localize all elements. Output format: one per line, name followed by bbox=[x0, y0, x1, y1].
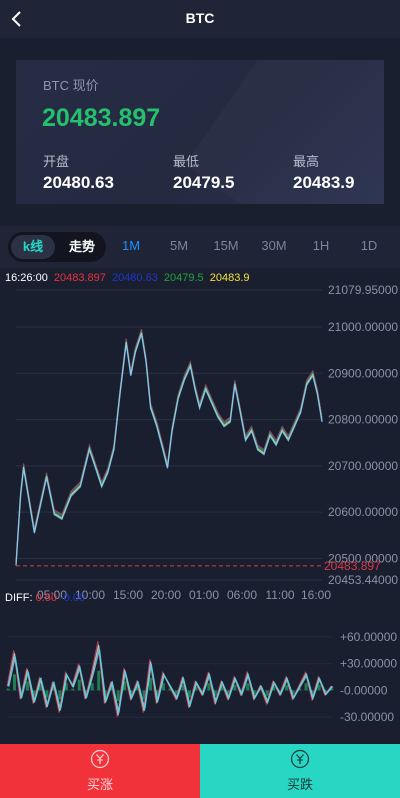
stat-open-label: 开盘 bbox=[43, 154, 70, 169]
diff-value-2: -0.00 bbox=[60, 592, 86, 604]
legend-value-1: 20483.897 bbox=[53, 272, 106, 284]
yen-down-icon bbox=[290, 749, 310, 769]
y-tick-label: +30.00000 bbox=[340, 657, 397, 671]
interval-1d[interactable]: 1D bbox=[360, 238, 378, 253]
diff-series-line bbox=[7, 645, 333, 716]
diff-series-line bbox=[8, 649, 334, 713]
interval-30m[interactable]: 30M bbox=[261, 238, 287, 253]
interval-1m[interactable]: 1M bbox=[121, 238, 141, 253]
price-legend: 16:26:00 20483.897 20480.63 20479.5 2048… bbox=[5, 272, 253, 284]
chart-mode-switch: k线 走势 bbox=[8, 232, 106, 262]
y-tick-label: 20700.00000 bbox=[328, 459, 398, 473]
interval-15m[interactable]: 15M bbox=[213, 238, 239, 253]
chart-tabs: k线 走势 1M 5M 15M 30M 1H 1D bbox=[0, 226, 400, 268]
y-tick-label: 20600.00000 bbox=[328, 505, 398, 519]
x-tick-label: 10:00 bbox=[75, 588, 105, 602]
page-title: BTC bbox=[185, 10, 215, 26]
legend-time: 16:26:00 bbox=[5, 272, 48, 284]
interval-5m[interactable]: 5M bbox=[169, 238, 189, 253]
x-tick-label: 20:00 bbox=[151, 588, 181, 602]
price-card: BTC 现价 20483.897 开盘 20480.63 最低 20479.5 … bbox=[16, 60, 384, 204]
tab-trend[interactable]: 走势 bbox=[68, 239, 95, 254]
current-price-value: 20483.897 bbox=[42, 104, 161, 132]
x-tick-label: 16:00 bbox=[301, 588, 331, 602]
y-tick-label: 20900.00000 bbox=[328, 366, 398, 380]
buy-down-button[interactable]: 买跌 bbox=[200, 744, 400, 798]
stat-high-label: 最高 bbox=[293, 154, 320, 169]
legend-value-3: 20479.5 bbox=[163, 272, 204, 284]
diff-series-line bbox=[7, 643, 333, 717]
buy-up-label: 买涨 bbox=[86, 777, 113, 792]
y-tick-label: +60.00000 bbox=[340, 630, 397, 644]
stat-low-value: 20479.5 bbox=[173, 173, 235, 192]
y-tick-label: -0.00000 bbox=[340, 683, 388, 697]
diff-label: DIFF: bbox=[5, 592, 33, 604]
x-tick-label: 05:00 bbox=[37, 588, 67, 602]
diff-legend: DIFF: 0.50 -0.00 bbox=[5, 592, 85, 604]
x-tick-label: 01:00 bbox=[189, 588, 219, 602]
price-series-line bbox=[15, 333, 323, 566]
tab-kline[interactable]: k线 bbox=[11, 235, 55, 259]
current-price-label: BTC 现价 bbox=[43, 78, 99, 93]
legend-value-2: 20480.63 bbox=[111, 272, 158, 284]
header-bar: BTC bbox=[0, 0, 400, 38]
buy-up-button[interactable]: 买涨 bbox=[0, 744, 200, 798]
y-tick-label: 21000.00000 bbox=[328, 320, 398, 334]
diff-series-line bbox=[6, 641, 332, 718]
y-tick-label: 20453.44000 bbox=[328, 573, 398, 587]
yen-up-icon bbox=[90, 749, 110, 769]
stat-open-value: 20480.63 bbox=[43, 173, 114, 192]
x-tick-label: 11:00 bbox=[265, 588, 294, 602]
interval-1h[interactable]: 1H bbox=[312, 238, 330, 253]
y-tick-label: 20800.00000 bbox=[328, 413, 398, 427]
x-tick-label: 15:00 bbox=[113, 588, 143, 602]
current-price-label: 20483.897 bbox=[324, 559, 381, 573]
y-tick-label: -30.00000 bbox=[340, 710, 394, 724]
stat-open: 开盘 20480.63 bbox=[43, 151, 114, 193]
y-tick-label: 20500.00000 bbox=[328, 551, 398, 565]
back-arrow-icon[interactable] bbox=[6, 8, 28, 30]
buy-down-label: 买跌 bbox=[286, 777, 313, 792]
legend-value-4: 20483.9 bbox=[209, 272, 250, 284]
price-chart[interactable]: 21079.95000 21000.00000 20900.00000 20800.0… bbox=[0, 268, 400, 602]
stat-low-label: 最低 bbox=[173, 154, 200, 169]
stat-high: 最高 20483.9 bbox=[293, 151, 354, 193]
macd-chart[interactable]: +60.00000 +30.00000 -0.00000 -30.00000 bbox=[0, 604, 400, 740]
stat-low: 最低 20479.5 bbox=[173, 151, 234, 193]
y-tick-label: 21079.95000 bbox=[328, 283, 398, 297]
diff-value-1: 0.50 bbox=[35, 592, 57, 604]
x-tick-label: 06:00 bbox=[227, 588, 257, 602]
stat-high-value: 20483.9 bbox=[293, 173, 355, 192]
